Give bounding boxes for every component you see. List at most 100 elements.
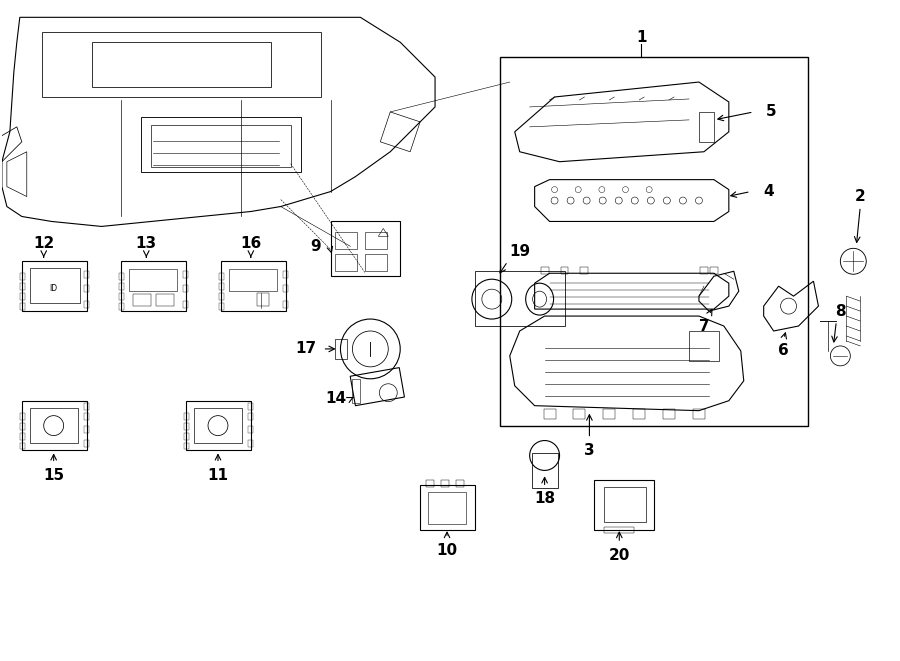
Bar — [20, 273, 25, 280]
Bar — [541, 267, 549, 274]
Bar — [184, 412, 189, 420]
Bar — [365, 254, 387, 271]
Bar — [426, 481, 434, 487]
Bar — [350, 368, 404, 406]
Text: 10: 10 — [436, 543, 457, 558]
Bar — [603, 408, 616, 418]
Bar — [700, 267, 708, 274]
Bar — [84, 426, 88, 432]
Bar — [186, 401, 251, 451]
Bar — [456, 481, 464, 487]
Text: 8: 8 — [835, 303, 846, 319]
Bar — [221, 261, 285, 311]
Bar — [20, 283, 25, 290]
Bar — [693, 408, 705, 418]
Text: 12: 12 — [33, 236, 54, 251]
Text: 7: 7 — [698, 319, 709, 334]
Bar — [22, 401, 86, 451]
Bar — [20, 412, 25, 420]
Bar — [229, 269, 276, 291]
Text: 1: 1 — [636, 30, 646, 45]
Bar — [248, 412, 253, 420]
Bar — [84, 271, 88, 278]
Bar — [122, 261, 186, 311]
Text: ID: ID — [50, 284, 58, 293]
Text: 2: 2 — [855, 189, 866, 204]
Bar — [219, 283, 224, 290]
Bar — [84, 412, 88, 420]
Bar — [604, 527, 634, 533]
Bar — [84, 301, 88, 308]
Bar — [30, 408, 77, 442]
Text: 16: 16 — [240, 236, 262, 251]
Bar — [256, 293, 269, 306]
Text: 6: 6 — [778, 344, 789, 358]
Bar — [194, 408, 242, 442]
Bar — [22, 261, 86, 311]
Bar — [120, 283, 124, 290]
Bar — [663, 408, 675, 418]
Bar — [336, 254, 357, 271]
Text: 3: 3 — [584, 443, 595, 458]
Bar — [120, 303, 124, 310]
Bar — [184, 442, 189, 449]
Bar — [130, 269, 177, 291]
Bar — [441, 481, 449, 487]
Bar — [219, 273, 224, 280]
Bar — [634, 408, 645, 418]
Bar — [219, 303, 224, 310]
Bar — [699, 112, 714, 142]
Text: 14: 14 — [325, 391, 346, 407]
Text: 5: 5 — [765, 104, 776, 120]
Bar — [248, 426, 253, 432]
Bar — [248, 440, 253, 447]
Text: 20: 20 — [608, 547, 630, 563]
Bar — [184, 422, 189, 430]
Bar — [710, 267, 718, 274]
Text: 19: 19 — [509, 244, 530, 259]
Text: 11: 11 — [208, 468, 229, 483]
Bar — [41, 32, 320, 97]
Text: 4: 4 — [763, 184, 774, 199]
Bar — [157, 294, 175, 306]
Text: 18: 18 — [534, 490, 555, 506]
Bar — [283, 285, 288, 292]
Bar — [428, 492, 466, 524]
Bar — [183, 271, 188, 278]
Bar — [248, 403, 253, 410]
Bar — [219, 293, 224, 300]
Bar — [84, 403, 88, 410]
Bar — [120, 293, 124, 300]
Text: 13: 13 — [136, 236, 157, 251]
Bar — [475, 271, 564, 326]
Bar — [20, 422, 25, 430]
Bar — [580, 267, 589, 274]
Bar — [561, 267, 569, 274]
Bar — [330, 221, 400, 276]
Bar — [20, 303, 25, 310]
Bar — [84, 440, 88, 447]
Bar — [183, 301, 188, 308]
Bar — [151, 125, 291, 167]
Text: 9: 9 — [310, 239, 321, 254]
Bar — [20, 293, 25, 300]
Bar — [141, 117, 301, 172]
Bar — [594, 481, 654, 530]
Bar — [120, 273, 124, 280]
Bar — [20, 432, 25, 440]
Circle shape — [831, 346, 850, 366]
Bar — [604, 487, 646, 522]
Bar — [92, 42, 271, 87]
Bar — [30, 268, 79, 303]
Text: 15: 15 — [43, 468, 64, 483]
Bar — [544, 408, 555, 418]
Text: 17: 17 — [295, 342, 316, 356]
Bar — [365, 233, 387, 249]
Bar — [420, 485, 475, 530]
Bar — [184, 432, 189, 440]
Bar — [336, 339, 347, 359]
Bar — [689, 331, 719, 361]
Bar — [336, 233, 357, 249]
Circle shape — [841, 249, 866, 274]
Bar — [283, 271, 288, 278]
